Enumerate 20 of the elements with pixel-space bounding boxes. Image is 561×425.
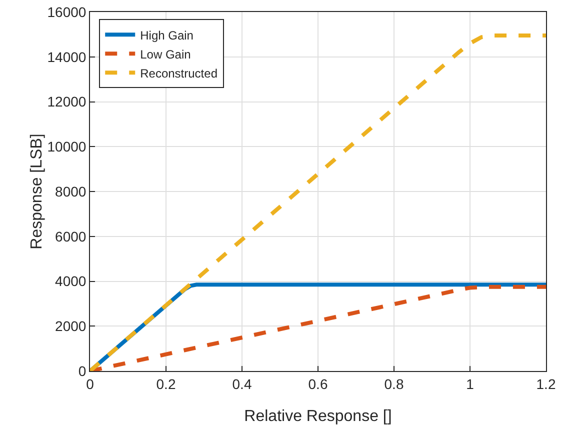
x-axis-title: Relative Response [] bbox=[244, 408, 392, 425]
legend-label: Low Gain bbox=[140, 47, 191, 62]
x-tick-label: 1.2 bbox=[536, 376, 556, 392]
y-tick-label: 6000 bbox=[55, 228, 86, 244]
y-tick-label: 16000 bbox=[47, 4, 86, 20]
x-tick-label: 0.4 bbox=[232, 376, 252, 392]
legend-label: High Gain bbox=[140, 28, 194, 42]
y-tick-label: 0 bbox=[78, 362, 86, 379]
legend-label: Reconstructed bbox=[140, 66, 218, 80]
y-tick-label: 14000 bbox=[47, 48, 86, 65]
x-tick-label: 0.8 bbox=[384, 376, 404, 392]
x-tick-label: 1 bbox=[466, 376, 474, 392]
y-tick-label: 4000 bbox=[55, 273, 86, 290]
y-tick-label: 12000 bbox=[47, 94, 86, 110]
x-tick-label: 0.2 bbox=[156, 376, 176, 392]
y-axis-title: Response [LSB] bbox=[28, 134, 46, 250]
y-tick-label: 10000 bbox=[47, 138, 86, 155]
x-tick-label: 0.6 bbox=[308, 376, 328, 392]
y-tick-label: 8000 bbox=[55, 183, 86, 200]
y-tick-label: 2000 bbox=[55, 318, 86, 334]
